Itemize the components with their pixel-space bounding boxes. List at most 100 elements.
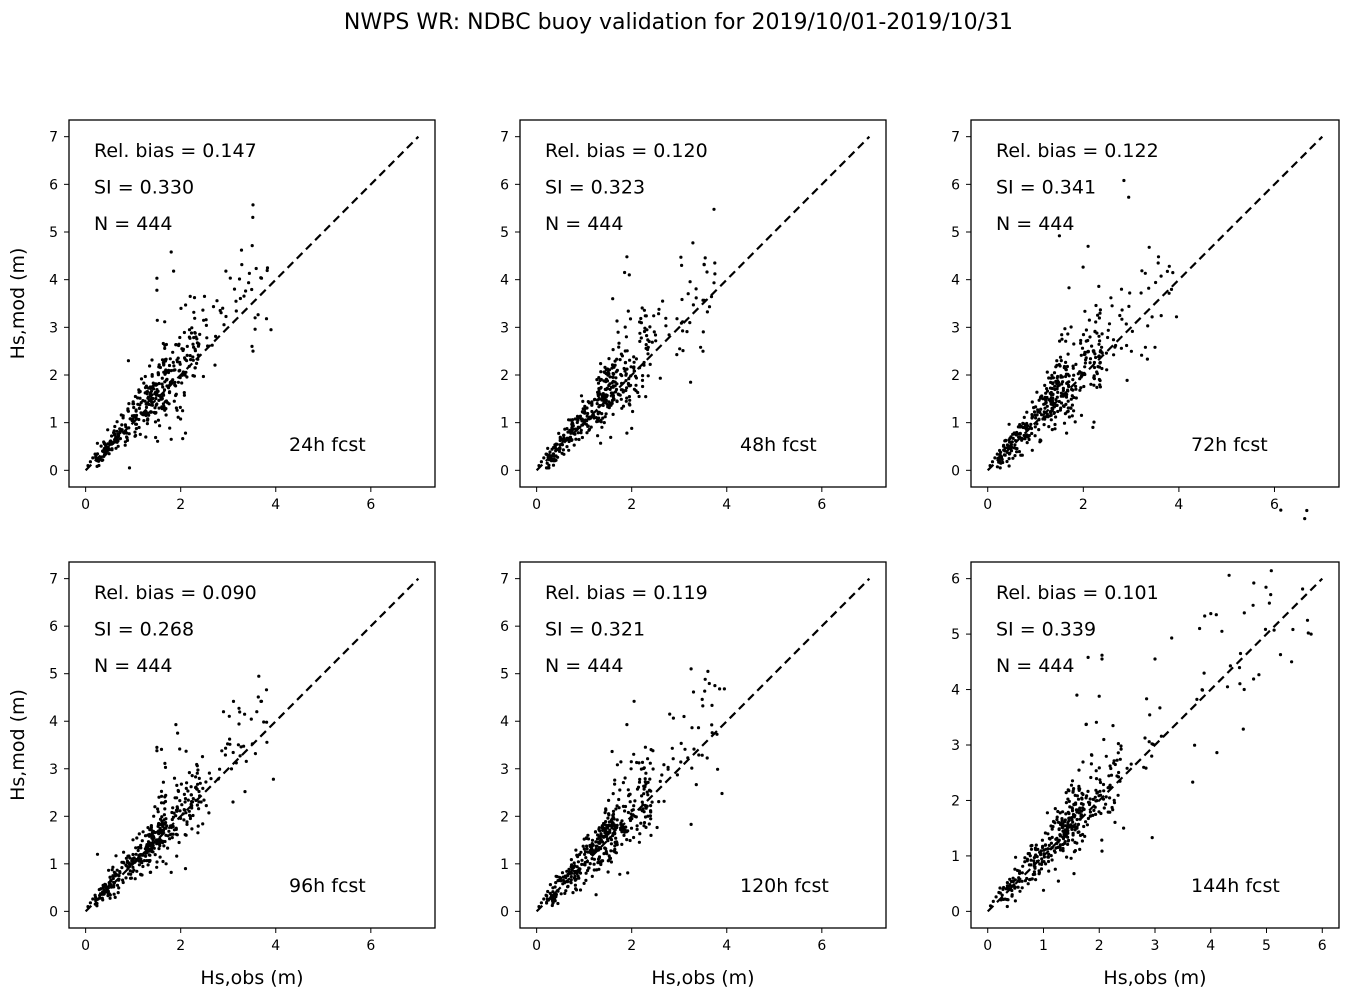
scatter-point [1011, 876, 1015, 880]
scatter-point [131, 865, 135, 869]
scatter-point [224, 269, 228, 273]
scatter-point [1100, 849, 1104, 853]
scatter-point [1127, 304, 1131, 308]
scatter-point [1025, 859, 1029, 863]
scatter-point [144, 435, 148, 439]
scatter-point [692, 747, 696, 751]
scatter-point [1098, 308, 1102, 312]
scatter-point [153, 805, 157, 809]
scatter-point [606, 816, 610, 820]
scatter-point [1139, 291, 1143, 295]
scatter-point [1073, 849, 1077, 853]
scatter-point [157, 847, 161, 851]
scatter-point [595, 420, 599, 424]
y-tick-label: 1 [500, 857, 509, 873]
scatter-point [664, 324, 668, 328]
scatter-point [156, 418, 160, 422]
scatter-point [675, 317, 679, 321]
scatter-point [626, 871, 630, 875]
scatter-point [616, 330, 620, 334]
scatter-point [993, 456, 997, 460]
scatter-point [647, 788, 652, 792]
scatter-point [196, 782, 200, 786]
scatter-point [132, 414, 136, 418]
scatter-point [620, 406, 624, 410]
scatter-point [1100, 351, 1104, 355]
scatter-point [109, 878, 113, 882]
scatter-point [581, 399, 585, 403]
scatter-point [1055, 403, 1059, 407]
y-tick-label: 3 [500, 320, 509, 336]
scatter-point [1066, 810, 1070, 814]
scatter-point [1056, 879, 1060, 883]
scatter-point [1049, 824, 1053, 828]
scatter-point [577, 437, 581, 442]
scatter-point [1072, 373, 1076, 377]
scatter-point [1062, 366, 1066, 370]
scatter-point [1142, 765, 1146, 769]
scatter-point [1050, 827, 1054, 831]
one-to-one-line [84, 577, 420, 913]
scatter-point [107, 452, 111, 456]
scatter-point [183, 356, 187, 360]
scatter-point [1094, 320, 1098, 324]
scatter-point [569, 875, 573, 879]
scatter-point [580, 410, 585, 414]
scatter-point [1009, 449, 1014, 453]
scatter-point [1034, 878, 1038, 882]
one-to-one-line [986, 577, 1324, 913]
scatter-point [1029, 847, 1034, 851]
scatter-point [1007, 464, 1011, 468]
stats-text: Rel. bias = 0.120 [545, 140, 708, 162]
scatter-point [178, 799, 182, 803]
scatter-point [590, 400, 594, 404]
scatter-point [592, 868, 596, 872]
y-tick-label: 5 [49, 667, 58, 683]
scatter-point [1055, 836, 1059, 840]
scatter-point [1051, 407, 1055, 411]
scatter-point [691, 690, 696, 694]
scatter-point [657, 312, 661, 316]
scatter-point [155, 276, 159, 280]
scatter-point [183, 867, 188, 871]
scatter-point [1303, 517, 1307, 521]
scatter-point [1064, 395, 1069, 399]
scatter-point [590, 409, 594, 414]
scatter-point [592, 416, 596, 420]
scatter-point [159, 822, 163, 827]
scatter-point [636, 390, 640, 395]
scatter-point [609, 849, 613, 853]
y-tick-label: 7 [951, 130, 960, 146]
scatter-point [1086, 350, 1090, 354]
scatter-point [1067, 374, 1071, 378]
scatter-point [239, 745, 243, 749]
scatter-point [1049, 418, 1053, 422]
scatter-point [1048, 410, 1053, 414]
scatter-point [703, 677, 707, 681]
scatter-point [1088, 361, 1092, 365]
scatter-point [1062, 421, 1067, 425]
scatter-point [1080, 346, 1085, 350]
scatter-point [1010, 440, 1014, 444]
scatter-point [204, 323, 208, 327]
scatter-point [1120, 308, 1124, 312]
scatter-point [228, 276, 232, 280]
scatter-point [1252, 677, 1256, 681]
scatter-point [612, 397, 616, 401]
scatter-point [1080, 839, 1084, 843]
scatter-point [156, 807, 160, 811]
scatter-point [648, 761, 652, 765]
y-tick-label: 1 [951, 416, 960, 432]
scatter-point [163, 826, 167, 830]
y-tick-label: 4 [49, 273, 58, 289]
scatter-point [231, 699, 236, 704]
scatter-point [591, 843, 595, 847]
y-tick-label: 0 [951, 904, 960, 920]
scatter-point [625, 396, 629, 400]
scatter-point [1058, 355, 1063, 359]
scatter-point [166, 846, 170, 850]
scatter-point [628, 317, 633, 321]
scatter-point [1094, 812, 1098, 817]
scatter-point [599, 833, 603, 837]
